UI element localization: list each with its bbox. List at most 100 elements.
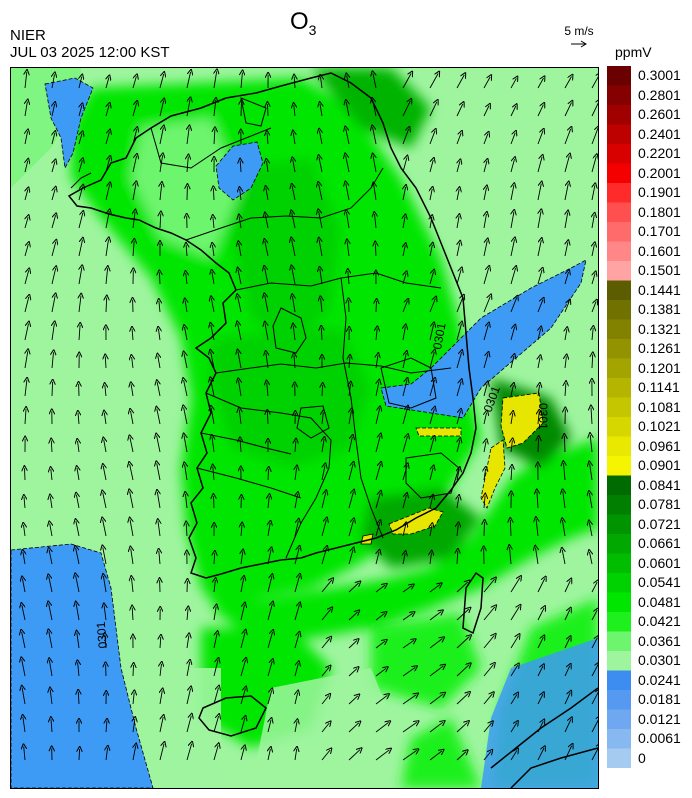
legend-swatch: [607, 163, 631, 184]
legend-label: 0.1201: [638, 359, 681, 376]
wind-arrow-icon: [430, 245, 432, 257]
wind-arrow-icon: [429, 722, 443, 733]
wind-arrow-icon: [348, 640, 357, 649]
wind-arrow-icon: [403, 216, 405, 229]
ozone-map: 0301 0301 0301 0301: [10, 67, 599, 789]
wind-arrow-icon: [592, 273, 595, 285]
wind-arrow-icon: [510, 607, 519, 621]
wind-arrow-icon: [159, 717, 163, 733]
wind-arrow-icon: [402, 586, 412, 593]
wind-arrow-icon: [187, 635, 189, 649]
legend-swatch: [607, 261, 631, 282]
wind-arrow-icon: [186, 688, 191, 705]
wind-arrow-icon: [403, 553, 405, 565]
wind-arrow-icon: [429, 160, 433, 173]
wind-arrow-icon: [510, 665, 518, 677]
wind-arrow-icon: [402, 465, 407, 481]
wind-arrow-icon: [348, 271, 349, 285]
wind-arrow-icon: [429, 751, 442, 761]
wind-arrow-icon: [213, 745, 218, 761]
wind-arrow-icon: [185, 300, 187, 313]
wind-arrow-icon: [294, 663, 298, 677]
wind-arrow-icon: [158, 329, 160, 341]
wind-arrow-icon: [214, 580, 215, 593]
legend-swatch: [607, 612, 631, 633]
wind-arrow-icon: [321, 609, 331, 621]
wind-arrow-icon: [240, 660, 246, 677]
legend-swatch: [607, 690, 631, 711]
wind-arrow-icon: [103, 576, 106, 593]
wind-arrow-icon: [456, 665, 469, 677]
wind-arrow-icon: [211, 408, 214, 425]
wind-arrow-icon: [292, 240, 296, 257]
wind-arrow-icon: [564, 272, 569, 285]
wind-arrow-icon: [537, 270, 542, 285]
wind-arrow-icon: [267, 383, 268, 397]
wind-arrow-icon: [537, 608, 544, 621]
wind-arrow-icon: [321, 667, 329, 677]
wind-arrow-icon: [267, 412, 268, 425]
wind-arrow-icon: [267, 133, 268, 145]
wind-arrow-icon: [536, 548, 539, 565]
wind-arrow-icon: [130, 520, 133, 537]
legend-swatch: [607, 417, 631, 438]
wind-arrow-icon: [186, 716, 191, 733]
wind-arrow-icon: [265, 295, 269, 313]
wind-arrow-icon: [184, 354, 187, 369]
agency-label: NIER: [10, 27, 46, 44]
wind-arrow-icon: [592, 244, 594, 257]
wind-arrow-icon: [564, 666, 570, 677]
wind-arrow-icon: [105, 357, 106, 369]
color-legend: [607, 66, 631, 769]
wind-arrow-icon: [132, 129, 137, 145]
wind-arrow-icon: [241, 525, 242, 537]
wind-arrow-icon: [186, 524, 187, 537]
wind-arrow-icon: [429, 131, 435, 145]
wind-arrow-icon: [49, 604, 53, 621]
wind-arrow-icon: [78, 213, 83, 229]
wind-arrow-icon: [240, 632, 245, 649]
wind-arrow-icon: [564, 184, 568, 201]
wind-arrow-icon: [429, 409, 434, 425]
wind-arrow-icon: [483, 296, 490, 313]
wind-arrow-icon: [265, 324, 268, 341]
wind-arrow-icon: [321, 492, 326, 509]
wind-arrow-icon: [429, 352, 434, 369]
wind-arrow-icon: [402, 640, 414, 649]
wind-arrow-icon: [25, 468, 26, 481]
wind-arrow-icon: [402, 613, 413, 621]
wind-arrow-icon: [510, 750, 517, 761]
wind-arrow-icon: [591, 128, 598, 145]
wind-arrow-icon: [403, 524, 406, 537]
wind-arrow-icon: [375, 722, 389, 733]
wind-arrow-icon: [265, 215, 268, 229]
wind-arrow-icon: [484, 161, 487, 173]
wind-arrow-icon: [240, 747, 244, 761]
wind-arrow-icon: [132, 156, 137, 173]
wind-arrow-icon: [321, 750, 330, 761]
legend-label: 0.1141: [638, 379, 680, 395]
wind-arrow-icon: [375, 668, 386, 677]
wind-arrow-icon: [267, 632, 273, 649]
wind-arrow-icon: [375, 695, 387, 705]
wind-arrow-icon: [511, 385, 513, 397]
wind-arrow-icon: [24, 270, 29, 285]
wind-arrow-icon: [510, 520, 511, 537]
wind-arrow-icon: [591, 156, 596, 173]
wind-arrow-icon: [537, 694, 543, 705]
wind-arrow-icon: [159, 74, 164, 89]
wind-arrow-icon: [241, 73, 242, 89]
wind-arrow-icon: [240, 161, 241, 173]
wind-arrow-icon: [483, 241, 487, 257]
wind-arrow-icon: [403, 273, 406, 285]
wind-arrow-icon: [564, 638, 570, 649]
wind-arrow-icon: [104, 440, 106, 453]
legend-swatch: [607, 495, 631, 516]
wind-arrow-icon: [538, 412, 539, 425]
legend-label: 0.0121: [638, 710, 681, 727]
wind-arrow-icon: [160, 155, 163, 173]
wind-arrow-icon: [347, 76, 349, 89]
wind-arrow-icon: [319, 211, 323, 229]
wind-arrow-icon: [375, 585, 385, 593]
wind-arrow-icon: [24, 497, 25, 509]
